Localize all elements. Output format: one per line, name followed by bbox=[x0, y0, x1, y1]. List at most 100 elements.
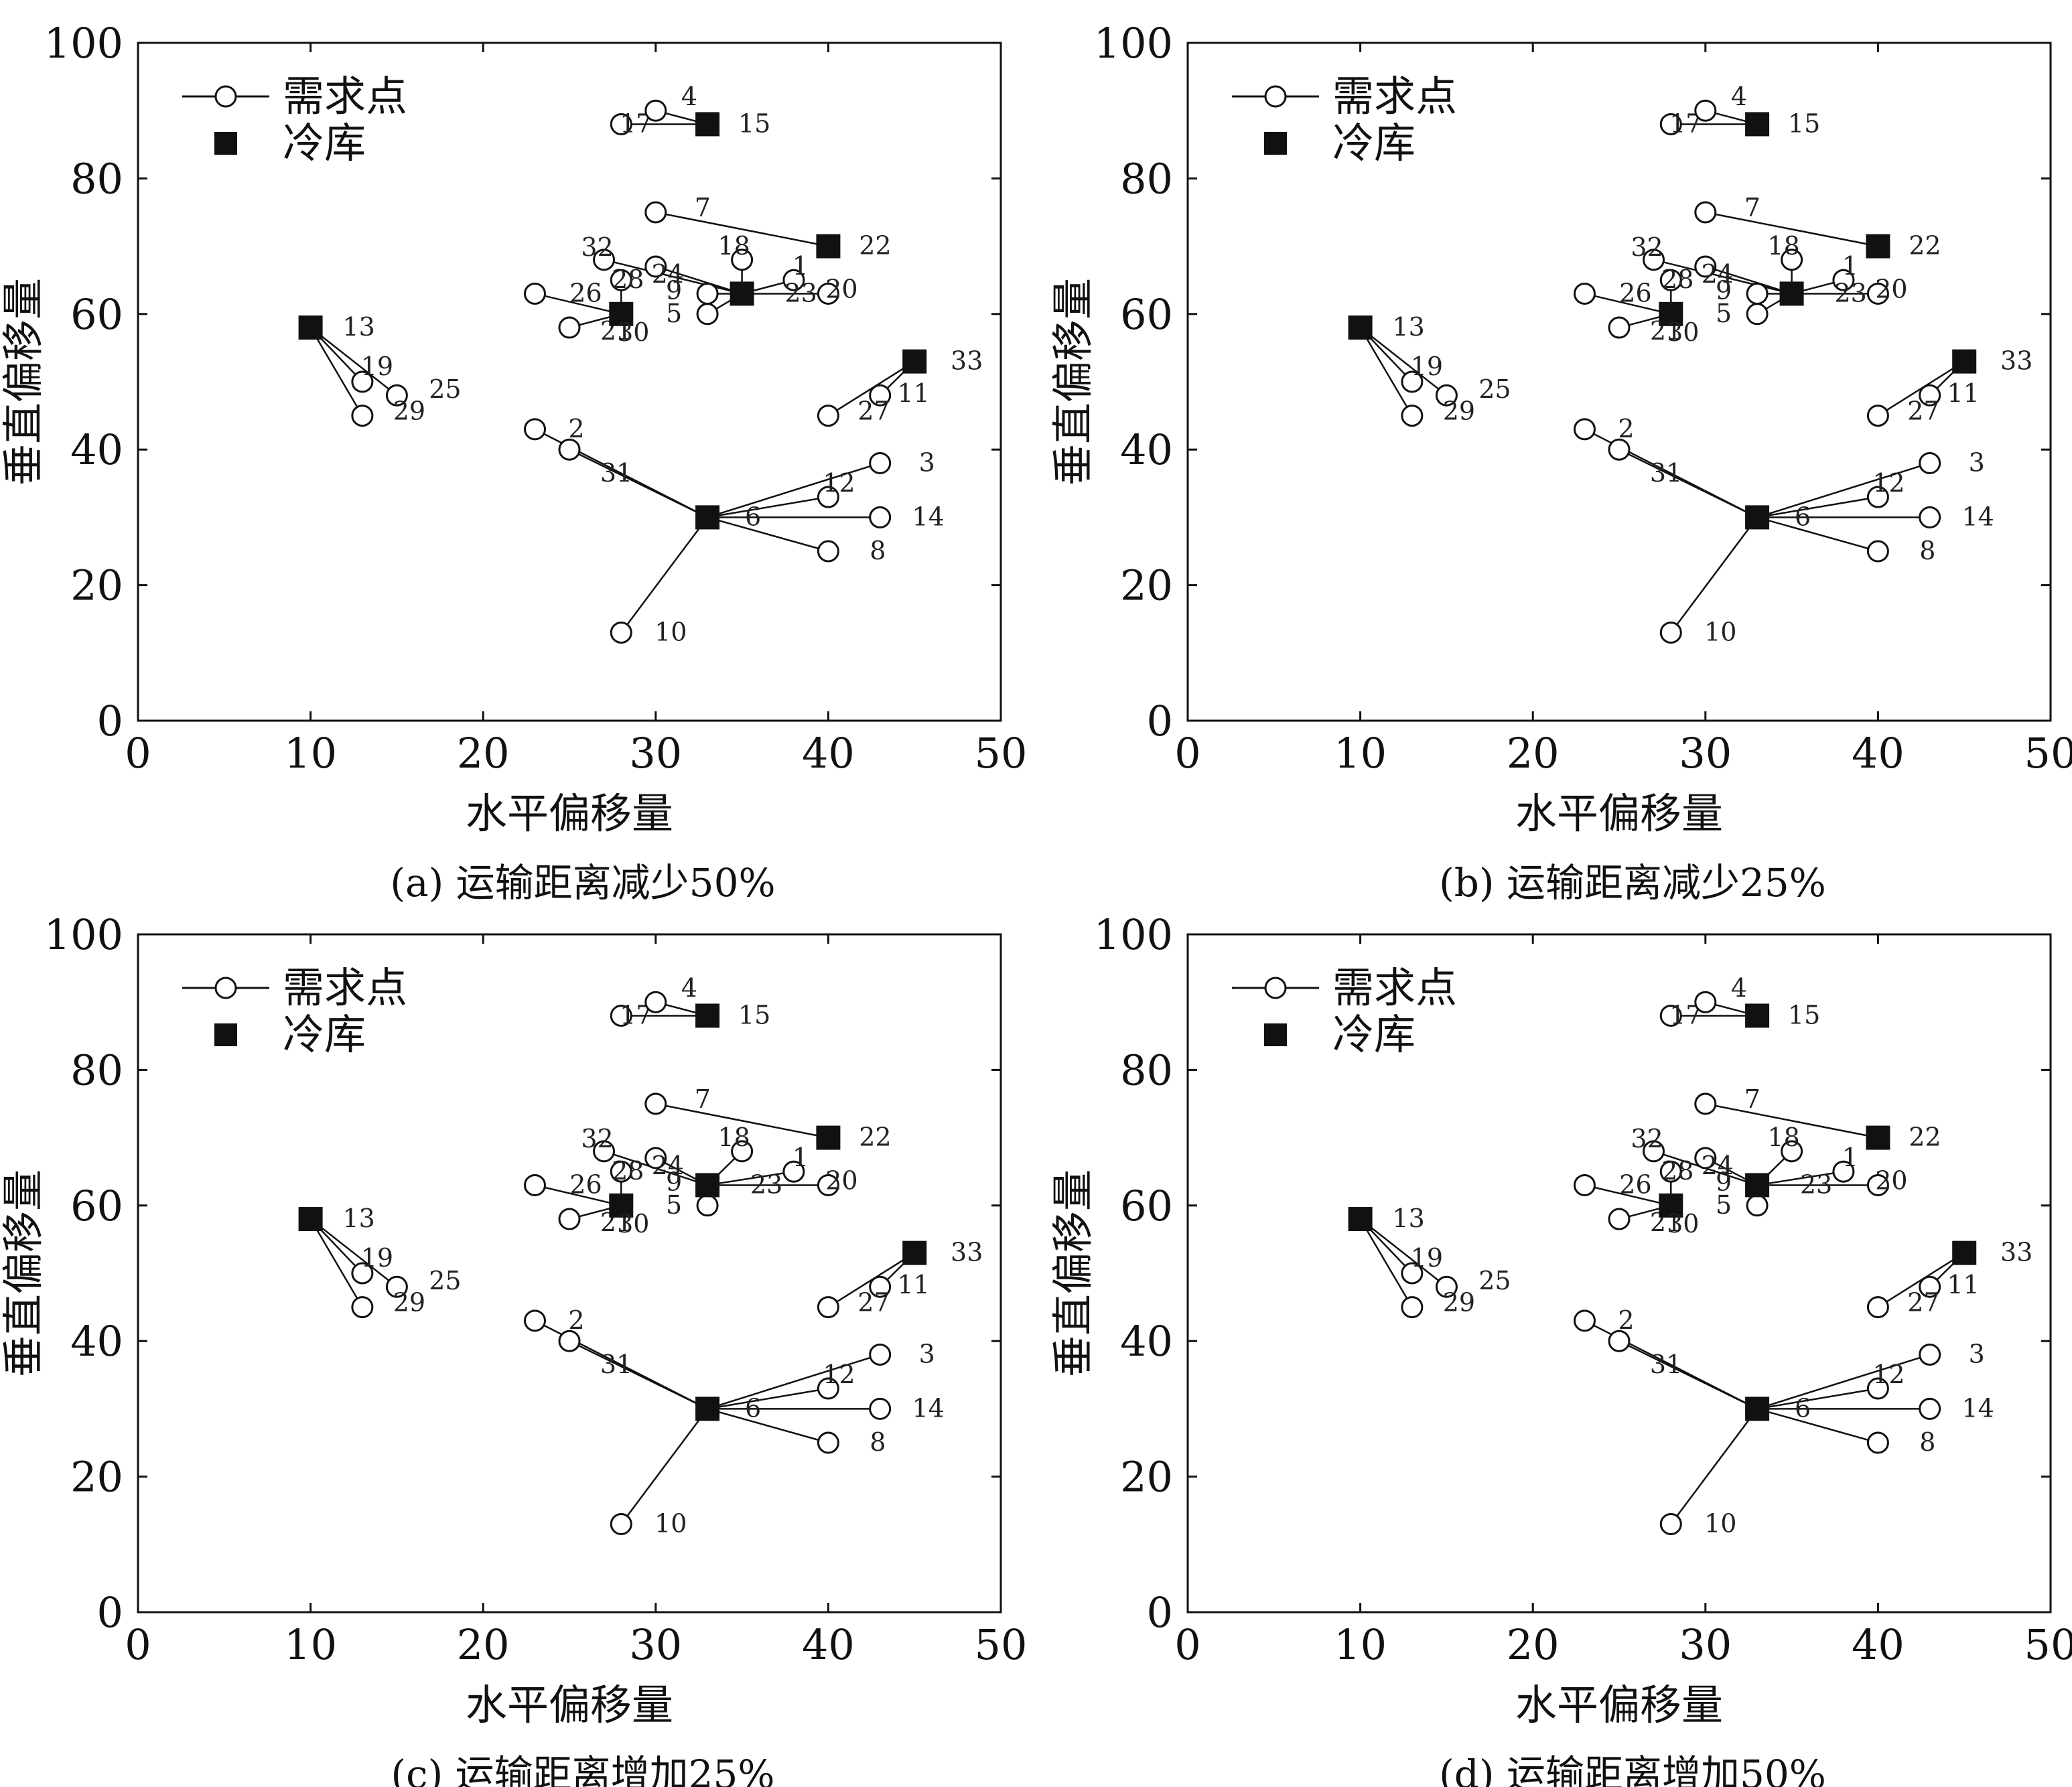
assignment-line bbox=[1618, 449, 1758, 518]
demand-point-label: 24 bbox=[652, 1151, 684, 1180]
warehouse-label: 22 bbox=[859, 231, 891, 261]
demand-point bbox=[644, 201, 667, 224]
demand-point-label: 27 bbox=[1907, 397, 1939, 426]
demand-point-label: 8 bbox=[1919, 1427, 1935, 1457]
warehouse-marker bbox=[1952, 349, 1977, 374]
x-tick-label: 30 bbox=[1679, 1620, 1732, 1669]
plot-frame bbox=[137, 933, 1002, 1614]
demand-point-label: 9 bbox=[1716, 275, 1732, 305]
assignment-line bbox=[655, 265, 742, 295]
y-axis-title: 垂直偏移量 bbox=[0, 1169, 48, 1377]
demand-point bbox=[1919, 1343, 1941, 1366]
demand-point bbox=[1659, 1004, 1682, 1027]
demand-point bbox=[696, 303, 719, 326]
x-tick-label: 30 bbox=[1679, 729, 1732, 778]
warehouse-marker bbox=[1779, 281, 1804, 306]
demand-point bbox=[593, 248, 616, 271]
demand-point bbox=[1866, 1431, 1889, 1454]
warehouse-marker bbox=[695, 505, 720, 530]
demand-point-label: 11 bbox=[1947, 1270, 1980, 1299]
demand-point bbox=[817, 282, 839, 305]
demand-point bbox=[610, 621, 632, 644]
assignment-line bbox=[1705, 211, 1878, 247]
demand-point bbox=[1573, 1309, 1596, 1332]
chart-panel-c: 0 10 20 30 40 50 0 20 40 60 80 100 水平偏移量 垂直偏移量 (c) 运输距… bbox=[0, 910, 1027, 1787]
y-tick-label: 20 bbox=[1120, 561, 1173, 610]
demand-point bbox=[523, 282, 546, 305]
legend-demand-marker bbox=[1264, 85, 1287, 108]
x-tick-label: 10 bbox=[284, 1620, 337, 1669]
demand-point bbox=[1832, 1160, 1855, 1183]
demand-point-label: 2 bbox=[568, 1305, 584, 1335]
demand-point bbox=[351, 1296, 374, 1319]
y-tick-label: 40 bbox=[1120, 425, 1173, 474]
warehouse-label: 15 bbox=[1788, 1000, 1820, 1029]
assignment-line bbox=[309, 327, 363, 417]
assignment-line bbox=[707, 1387, 829, 1410]
y-tick-label: 0 bbox=[1147, 1588, 1173, 1637]
warehouse-marker bbox=[609, 1193, 634, 1218]
demand-point-label: 29 bbox=[393, 397, 425, 426]
demand-point-label: 32 bbox=[581, 1124, 613, 1153]
demand-point bbox=[593, 1140, 616, 1163]
demand-point-label: 4 bbox=[681, 82, 697, 111]
legend-demand-marker bbox=[1264, 977, 1287, 999]
demand-point bbox=[817, 486, 839, 508]
demand-point-label: 20 bbox=[825, 1165, 857, 1195]
warehouse-marker bbox=[902, 1240, 927, 1265]
legend-demand-label: 需求点 bbox=[283, 72, 407, 121]
y-tick-label: 20 bbox=[70, 561, 123, 610]
demand-point bbox=[351, 370, 374, 393]
demand-point-label: 25 bbox=[1478, 1266, 1511, 1295]
warehouse-marker bbox=[816, 234, 841, 259]
demand-point-label: 27 bbox=[857, 1288, 890, 1317]
legend-warehouse-label: 冷库 bbox=[1332, 119, 1415, 167]
assignment-line bbox=[309, 1218, 363, 1308]
demand-point-label: 18 bbox=[1767, 1123, 1799, 1152]
assignment-line bbox=[620, 1408, 709, 1525]
demand-point bbox=[558, 1330, 581, 1352]
chart-panel-d: 0 10 20 30 40 50 0 20 40 60 80 100 水平偏移量 垂直偏移量 (d) 运输距… bbox=[1048, 910, 2072, 1787]
demand-point-label: 18 bbox=[717, 231, 750, 261]
demand-point bbox=[1573, 282, 1596, 305]
demand-point bbox=[1746, 282, 1769, 305]
demand-point-label: 29 bbox=[1443, 397, 1475, 426]
demand-point-label: 28 bbox=[612, 1156, 644, 1186]
y-tick-label: 40 bbox=[70, 1317, 123, 1366]
demand-point bbox=[1866, 1377, 1889, 1400]
demand-point bbox=[1866, 1296, 1889, 1319]
warehouse-label: 15 bbox=[738, 109, 770, 138]
warehouse-label: 30 bbox=[1667, 317, 1699, 347]
demand-point-label: 19 bbox=[361, 352, 393, 381]
demand-point bbox=[817, 405, 839, 427]
x-tick-label: 10 bbox=[1334, 1620, 1387, 1669]
demand-point bbox=[1866, 540, 1889, 563]
warehouse-marker bbox=[1659, 301, 1683, 326]
demand-point-label: 1 bbox=[1842, 251, 1858, 281]
demand-point-label: 5 bbox=[666, 299, 682, 328]
warehouse-marker bbox=[1745, 1397, 1770, 1421]
warehouse-marker bbox=[1866, 234, 1890, 259]
demand-point bbox=[1919, 1275, 1941, 1298]
warehouse-marker bbox=[695, 1003, 720, 1028]
demand-point-label: 7 bbox=[695, 193, 711, 222]
legend-warehouse-marker bbox=[214, 132, 237, 155]
warehouse-marker bbox=[298, 1207, 323, 1232]
warehouse-label: 30 bbox=[617, 1209, 649, 1238]
warehouse-marker bbox=[695, 112, 720, 137]
x-axis-title: 水平偏移量 bbox=[466, 1681, 673, 1729]
x-tick-label: 50 bbox=[2024, 1620, 2072, 1669]
legend-demand-marker bbox=[214, 85, 237, 108]
demand-point-label: 3 bbox=[919, 447, 935, 477]
assignment-line bbox=[1670, 516, 1758, 634]
assignment-line bbox=[707, 1354, 881, 1410]
x-tick-label: 20 bbox=[457, 729, 510, 778]
demand-point bbox=[1781, 1140, 1803, 1163]
demand-point bbox=[817, 540, 839, 563]
demand-point-label: 9 bbox=[1716, 1167, 1732, 1196]
demand-point-label: 2 bbox=[568, 414, 584, 443]
demand-point-label: 26 bbox=[1619, 1169, 1651, 1199]
demand-point bbox=[558, 438, 581, 461]
y-tick-label: 80 bbox=[1120, 154, 1173, 203]
